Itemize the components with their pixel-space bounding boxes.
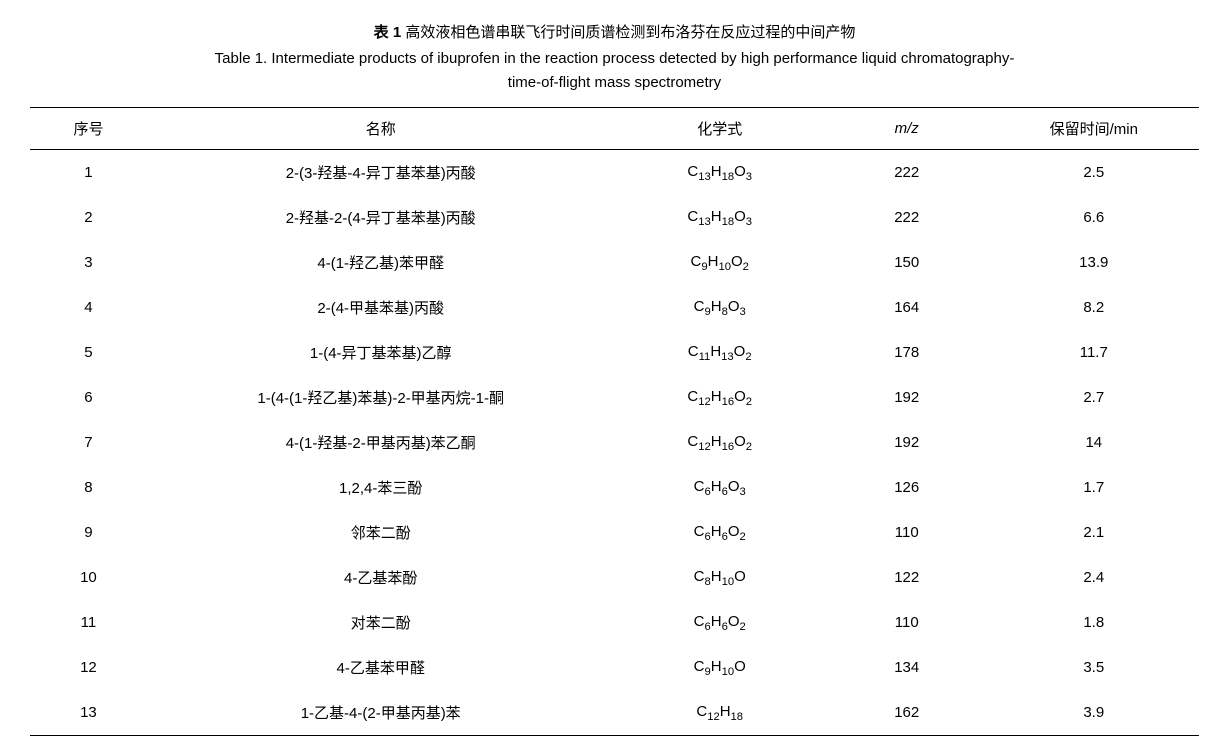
cell-formula: C11H13O2: [615, 330, 825, 375]
cell-mz: 110: [825, 600, 989, 645]
cell-name: 1,2,4-苯三酚: [147, 465, 615, 510]
cell-rt: 6.6: [989, 195, 1199, 240]
cell-name: 2-(3-羟基-4-异丁基苯基)丙酸: [147, 150, 615, 196]
header-id: 序号: [30, 108, 147, 150]
intermediates-table: 序号 名称 化学式 m/z 保留时间/min 12-(3-羟基-4-异丁基苯基)…: [30, 107, 1199, 736]
cell-rt: 1.8: [989, 600, 1199, 645]
table-row: 104-乙基苯酚C8H10O1222.4: [30, 555, 1199, 600]
table-row: 61-(4-(1-羟乙基)苯基)-2-甲基丙烷-1-酮C12H16O21922.…: [30, 375, 1199, 420]
header-name: 名称: [147, 108, 615, 150]
cell-rt: 2.1: [989, 510, 1199, 555]
cell-mz: 222: [825, 195, 989, 240]
cell-name: 4-(1-羟乙基)苯甲醛: [147, 240, 615, 285]
cell-formula: C6H6O3: [615, 465, 825, 510]
cell-id: 7: [30, 420, 147, 465]
cell-formula: C6H6O2: [615, 600, 825, 645]
cell-id: 1: [30, 150, 147, 196]
cell-name: 4-(1-羟基-2-甲基丙基)苯乙酮: [147, 420, 615, 465]
cell-id: 2: [30, 195, 147, 240]
cell-formula: C12H16O2: [615, 420, 825, 465]
cell-mz: 110: [825, 510, 989, 555]
cell-id: 13: [30, 690, 147, 736]
cell-mz: 134: [825, 645, 989, 690]
cell-formula: C9H10O: [615, 645, 825, 690]
table-row: 34-(1-羟乙基)苯甲醛C9H10O215013.9: [30, 240, 1199, 285]
table-row: 51-(4-异丁基苯基)乙醇C11H13O217811.7: [30, 330, 1199, 375]
header-mz: m/z: [825, 108, 989, 150]
cell-id: 9: [30, 510, 147, 555]
cell-name: 2-(4-甲基苯基)丙酸: [147, 285, 615, 330]
cell-formula: C13H18O3: [615, 195, 825, 240]
caption-line-3: time-of-flight mass spectrometry: [30, 71, 1199, 95]
cell-rt: 14: [989, 420, 1199, 465]
cell-name: 4-乙基苯甲醛: [147, 645, 615, 690]
caption-line-2: Table 1. Intermediate products of ibupro…: [30, 46, 1199, 72]
cell-formula: C9H8O3: [615, 285, 825, 330]
caption-text-en: Intermediate products of ibuprofen in th…: [267, 50, 1014, 67]
cell-id: 10: [30, 555, 147, 600]
cell-name: 1-(4-(1-羟乙基)苯基)-2-甲基丙烷-1-酮: [147, 375, 615, 420]
cell-id: 4: [30, 285, 147, 330]
table-row: 42-(4-甲基苯基)丙酸C9H8O31648.2: [30, 285, 1199, 330]
caption-text-cn: 高效液相色谱串联飞行时间质谱检测到布洛芬在反应过程的中间产物: [401, 24, 855, 41]
cell-id: 8: [30, 465, 147, 510]
cell-mz: 192: [825, 375, 989, 420]
table-header-row: 序号 名称 化学式 m/z 保留时间/min: [30, 108, 1199, 150]
cell-formula: C8H10O: [615, 555, 825, 600]
header-formula: 化学式: [615, 108, 825, 150]
caption-line-1: 表 1 高效液相色谱串联飞行时间质谱检测到布洛芬在反应过程的中间产物: [30, 20, 1199, 46]
cell-rt: 2.5: [989, 150, 1199, 196]
cell-mz: 192: [825, 420, 989, 465]
cell-rt: 13.9: [989, 240, 1199, 285]
cell-rt: 2.4: [989, 555, 1199, 600]
table-row: 81,2,4-苯三酚C6H6O31261.7: [30, 465, 1199, 510]
cell-mz: 150: [825, 240, 989, 285]
cell-mz: 126: [825, 465, 989, 510]
caption-label-en: Table 1.: [215, 50, 268, 67]
cell-rt: 3.9: [989, 690, 1199, 736]
cell-formula: C9H10O2: [615, 240, 825, 285]
table-row: 22-羟基-2-(4-异丁基苯基)丙酸C13H18O32226.6: [30, 195, 1199, 240]
table-caption: 表 1 高效液相色谱串联飞行时间质谱检测到布洛芬在反应过程的中间产物 Table…: [30, 20, 1199, 95]
cell-name: 1-(4-异丁基苯基)乙醇: [147, 330, 615, 375]
cell-formula: C12H18: [615, 690, 825, 736]
table-row: 9邻苯二酚C6H6O21102.1: [30, 510, 1199, 555]
cell-rt: 11.7: [989, 330, 1199, 375]
cell-mz: 122: [825, 555, 989, 600]
cell-name: 邻苯二酚: [147, 510, 615, 555]
cell-id: 11: [30, 600, 147, 645]
table-row: 11对苯二酚C6H6O21101.8: [30, 600, 1199, 645]
cell-mz: 164: [825, 285, 989, 330]
cell-name: 1-乙基-4-(2-甲基丙基)苯: [147, 690, 615, 736]
cell-formula: C12H16O2: [615, 375, 825, 420]
cell-formula: C6H6O2: [615, 510, 825, 555]
cell-rt: 8.2: [989, 285, 1199, 330]
caption-label-cn: 表 1: [374, 24, 402, 41]
cell-name: 对苯二酚: [147, 600, 615, 645]
cell-name: 4-乙基苯酚: [147, 555, 615, 600]
cell-mz: 178: [825, 330, 989, 375]
cell-mz: 162: [825, 690, 989, 736]
cell-formula: C13H18O3: [615, 150, 825, 196]
cell-id: 3: [30, 240, 147, 285]
cell-id: 5: [30, 330, 147, 375]
table-body: 12-(3-羟基-4-异丁基苯基)丙酸C13H18O32222.522-羟基-2…: [30, 150, 1199, 736]
cell-mz: 222: [825, 150, 989, 196]
cell-id: 12: [30, 645, 147, 690]
cell-rt: 1.7: [989, 465, 1199, 510]
cell-name: 2-羟基-2-(4-异丁基苯基)丙酸: [147, 195, 615, 240]
table-row: 74-(1-羟基-2-甲基丙基)苯乙酮C12H16O219214: [30, 420, 1199, 465]
table-row: 124-乙基苯甲醛C9H10O1343.5: [30, 645, 1199, 690]
header-rt: 保留时间/min: [989, 108, 1199, 150]
cell-rt: 2.7: [989, 375, 1199, 420]
cell-rt: 3.5: [989, 645, 1199, 690]
table-row: 12-(3-羟基-4-异丁基苯基)丙酸C13H18O32222.5: [30, 150, 1199, 196]
cell-id: 6: [30, 375, 147, 420]
table-row: 131-乙基-4-(2-甲基丙基)苯C12H181623.9: [30, 690, 1199, 736]
